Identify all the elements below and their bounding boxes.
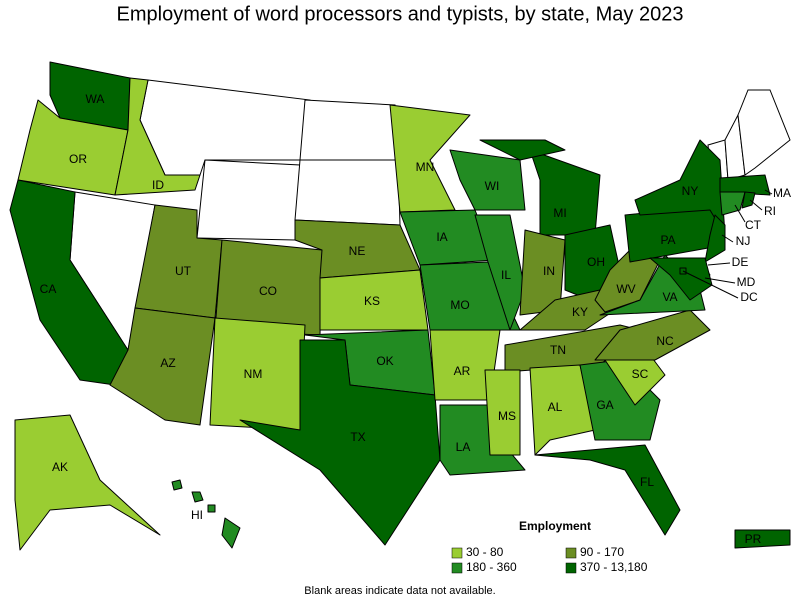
state-shape [474, 214, 526, 331]
state-label: OR [69, 152, 87, 166]
state-shape [207, 504, 216, 513]
state-shape [171, 479, 183, 491]
legend-label: 180 - 360 [466, 560, 517, 574]
state-label: WA [86, 92, 105, 106]
state-shape [221, 517, 241, 549]
state-label: IN [543, 264, 555, 278]
state-label: DC [740, 290, 758, 304]
state-shape [719, 174, 771, 196]
state-shape [114, 77, 201, 196]
legend-swatch [451, 547, 463, 559]
states [9, 61, 791, 551]
state-shape [191, 491, 204, 503]
legend-title: Employment [519, 519, 591, 533]
state-shape [299, 99, 399, 161]
state-shape [734, 529, 791, 549]
state-label: NY [682, 184, 699, 198]
leader-line [734, 204, 746, 223]
state-shape [389, 104, 471, 213]
state-label: FL [640, 475, 654, 489]
legend-swatch [565, 547, 577, 559]
state-label: MA [773, 186, 791, 200]
state-label: CA [40, 282, 57, 296]
state-shape [479, 139, 566, 161]
state-label: NC [656, 334, 674, 348]
state-label: LA [456, 440, 471, 454]
state-label: AZ [160, 356, 175, 370]
state-label: AL [548, 400, 563, 414]
labels: WA OR CA ID UT CO AZ NM NE KS OK TX MN IA MO AR LA WI IL MI… [40, 92, 791, 546]
state-label: IA [436, 230, 447, 244]
title: Employment of word processors and typist… [117, 3, 684, 25]
legend-label: 370 - 13,180 [580, 560, 648, 574]
state-label: MD [737, 275, 756, 289]
state-shape [737, 89, 791, 176]
state-shape [484, 369, 521, 456]
state-label: VA [662, 290, 677, 304]
leader-line [764, 189, 773, 195]
state-label: UT [175, 264, 192, 278]
leader-line [704, 277, 736, 284]
state-label: CT [745, 218, 762, 232]
state-shape [534, 444, 681, 536]
state-label: NM [244, 367, 263, 381]
state-shape [704, 214, 726, 263]
state-label: AR [454, 364, 471, 378]
legend-label: 90 - 170 [580, 545, 624, 559]
state-label: OK [376, 354, 393, 368]
state-label: GA [596, 398, 613, 412]
state-shape [449, 149, 526, 211]
state-shape [649, 257, 713, 301]
state-label: IL [501, 268, 511, 282]
state-shape [529, 364, 596, 456]
state-label: MS [498, 409, 516, 423]
state-label: RI [764, 204, 776, 218]
state-label: KY [572, 305, 588, 319]
state-label: PR [745, 532, 762, 546]
state-label: CO [259, 284, 277, 298]
footnote: Blank areas indicate data not available. [304, 585, 495, 597]
state-shape [594, 309, 711, 361]
legend-swatch [565, 562, 577, 574]
state-label: MO [450, 298, 469, 312]
state-shape [529, 149, 601, 236]
state-label: TX [350, 430, 365, 444]
state-label: AK [52, 460, 68, 474]
state-shape [741, 191, 756, 209]
state-label: TN [550, 343, 566, 357]
state-label: OH [587, 255, 605, 269]
legend-label: 30 - 80 [466, 545, 504, 559]
state-label: MN [416, 160, 435, 174]
state-label: DE [732, 255, 749, 269]
state-shape [294, 159, 401, 226]
state-label: NJ [736, 234, 751, 248]
legend: Employment 30 - 80 90 - 170 180 - 360 370 -… [451, 519, 648, 574]
leader-line [721, 234, 734, 243]
state-label: HI [191, 508, 203, 522]
leader-line [749, 199, 763, 211]
state-label: SC [632, 367, 649, 381]
state-label: KS [364, 294, 380, 308]
state-label: PA [660, 233, 675, 247]
state-shape [196, 159, 301, 241]
state-label: MI [553, 206, 566, 220]
state-label: ID [152, 178, 164, 192]
state-label: NE [349, 244, 366, 258]
state-shape [14, 414, 161, 551]
leader-line [682, 270, 739, 299]
legend-swatch [451, 562, 463, 574]
state-shape [239, 339, 441, 546]
state-label: WI [485, 179, 500, 193]
leader-line [707, 262, 731, 266]
state-label: WV [616, 282, 635, 296]
state-shape [719, 191, 746, 216]
